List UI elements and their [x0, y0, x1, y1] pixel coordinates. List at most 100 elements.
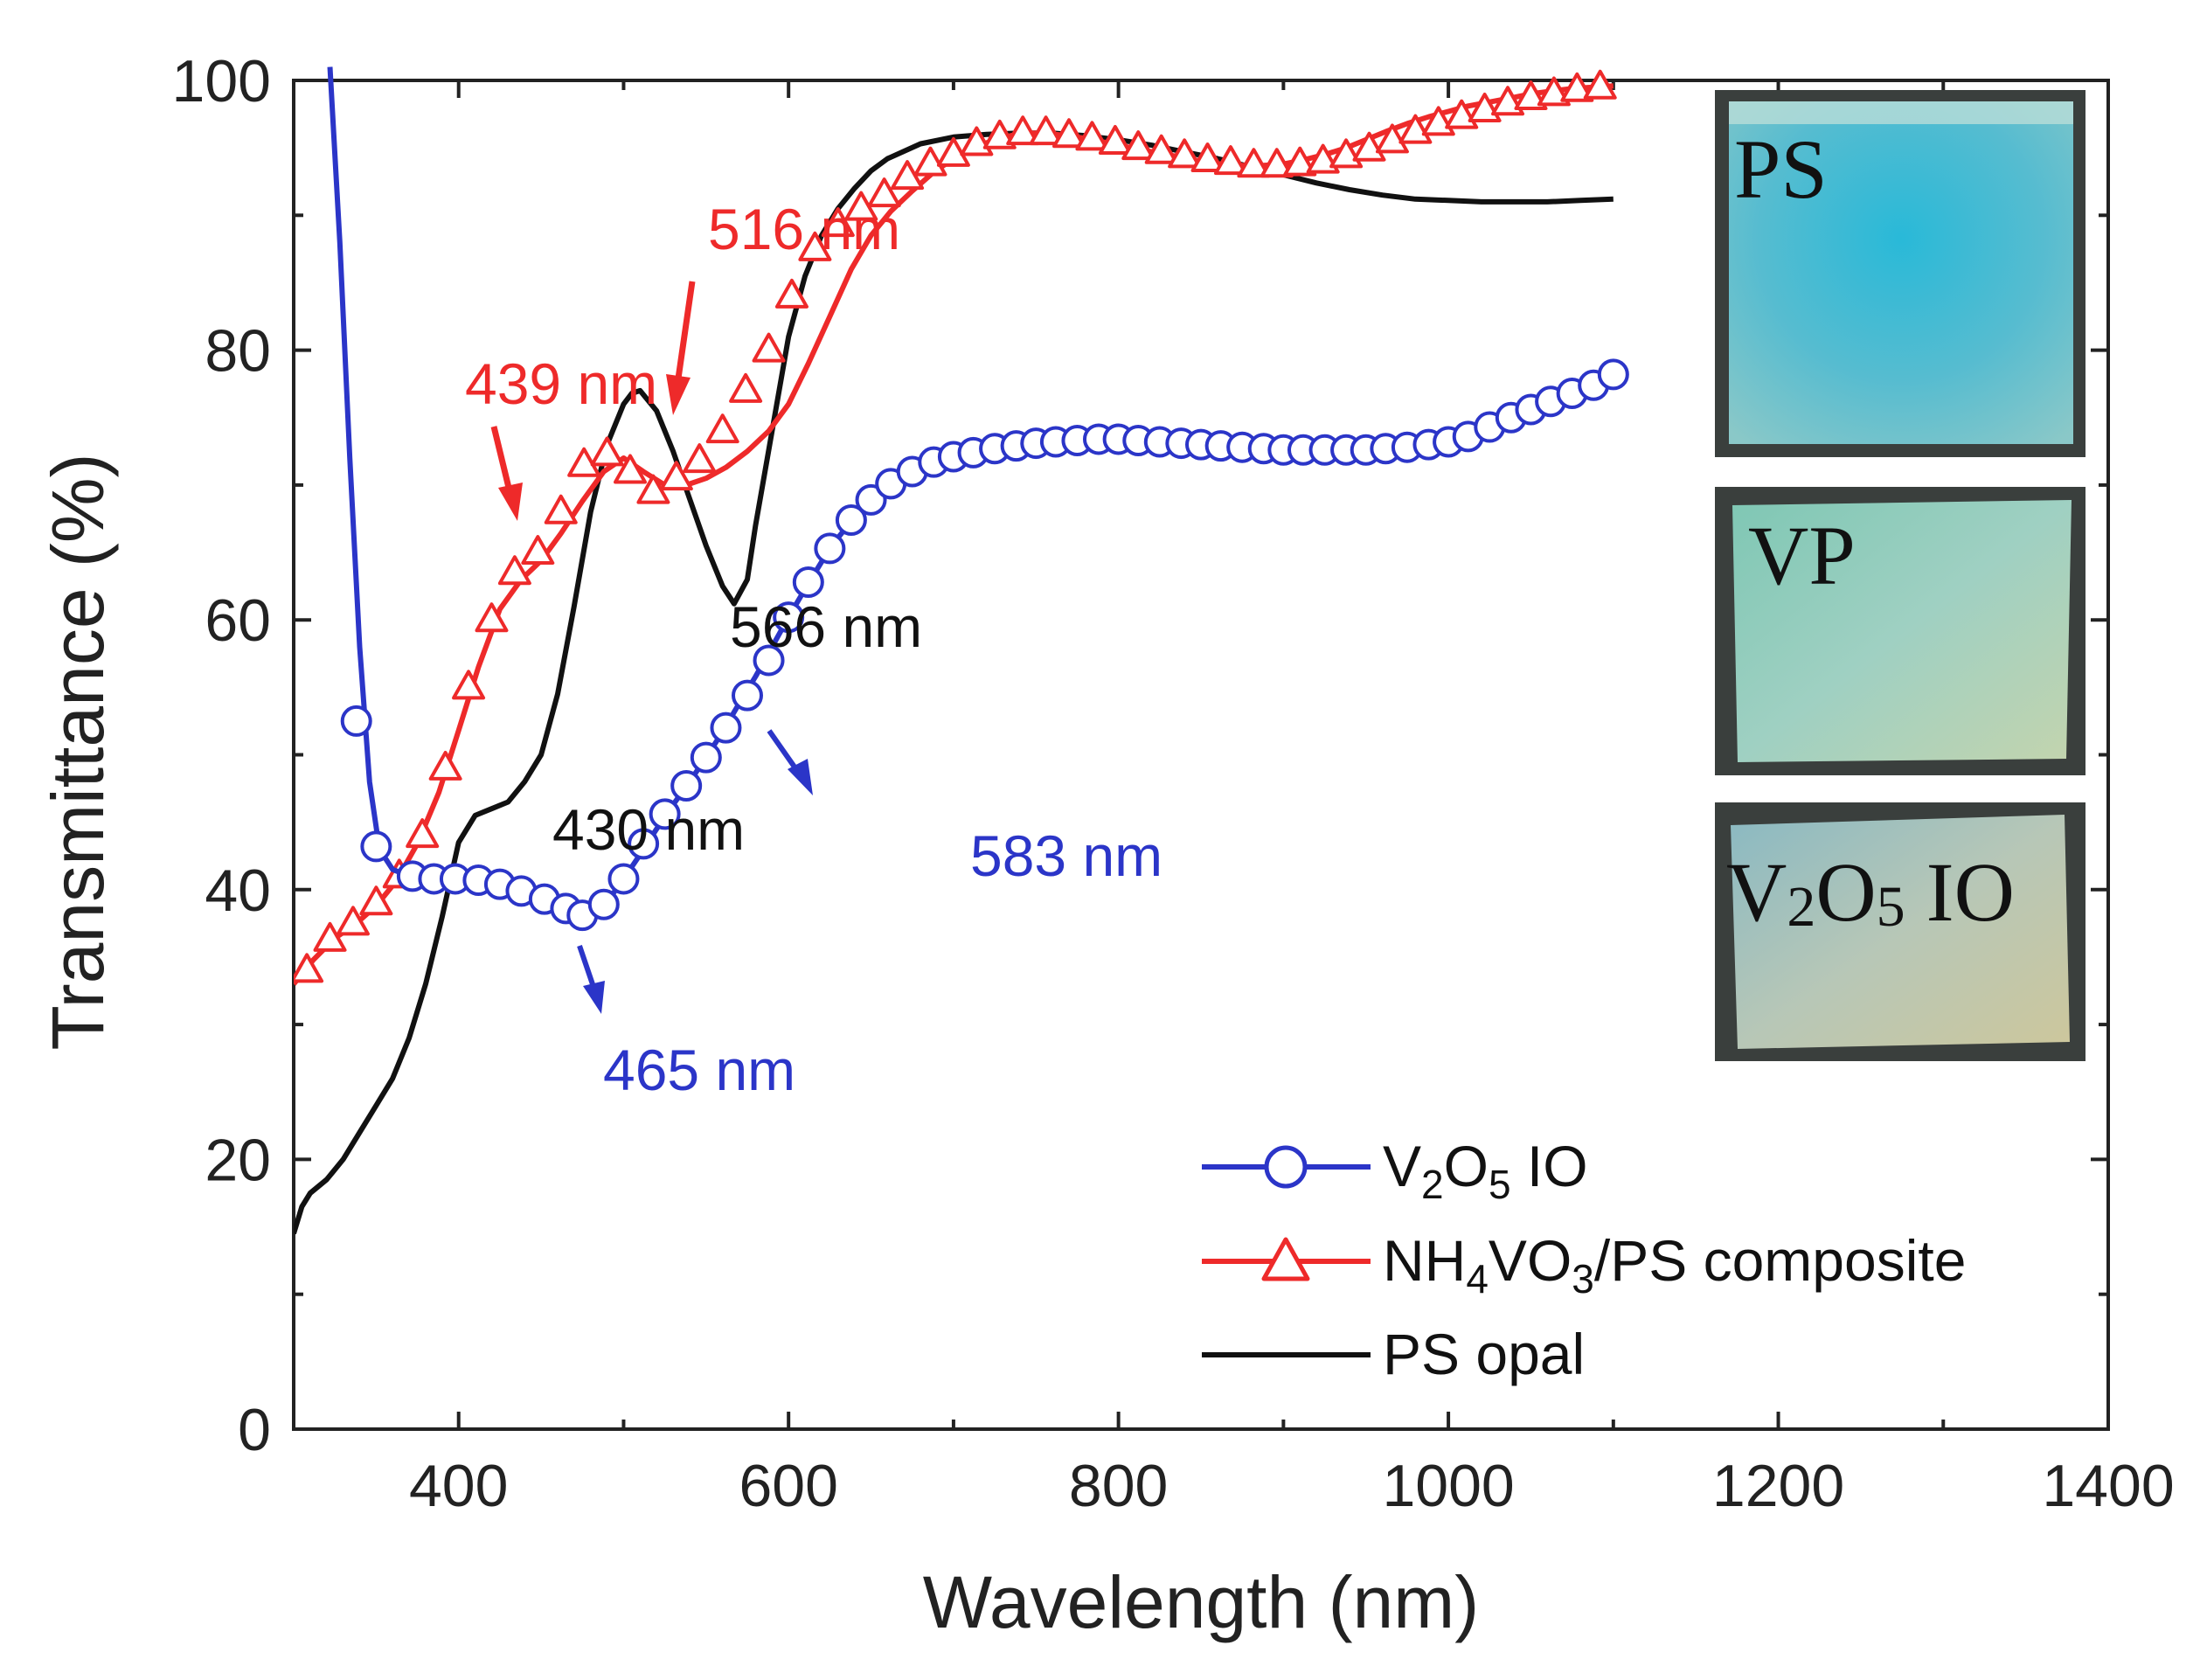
- data-point-nh4vo3-ps-composite: [567, 447, 601, 477]
- data-point-nh4vo3-ps-composite: [614, 454, 648, 484]
- data-point-nh4vo3-ps-composite: [1006, 115, 1040, 146]
- legend-item-nh4vo3-ps-composite: NH4VO3/PS composite: [1202, 1228, 1966, 1302]
- inset-label-vp: VP: [1748, 509, 1856, 602]
- data-point-nh4vo3-ps-composite: [659, 461, 693, 491]
- data-point-nh4vo3-ps-composite: [1283, 146, 1317, 177]
- data-point-v2o5-io: [340, 705, 372, 737]
- data-point-v2o5-io: [587, 888, 620, 920]
- annotation-516nm: 516 nm: [708, 197, 900, 261]
- y-tick-label-80: 80: [205, 318, 271, 385]
- data-point-v2o5-io: [835, 504, 867, 537]
- data-point-v2o5-io: [649, 798, 681, 830]
- inset-label-ps: PS: [1734, 122, 1828, 216]
- inset-photo-vp: VP: [1715, 487, 2085, 775]
- data-point-v2o5-io: [1597, 358, 1629, 391]
- y-tick-label-20: 20: [205, 1127, 271, 1193]
- series-ps-opal: [294, 130, 1614, 1235]
- data-point-nh4vo3-ps-composite: [1075, 121, 1109, 151]
- data-point-nh4vo3-ps-composite: [590, 436, 624, 467]
- data-point-v2o5-io: [628, 828, 660, 860]
- data-point-nh4vo3-ps-composite: [497, 555, 531, 586]
- data-point-nh4vo3-ps-composite: [821, 207, 855, 238]
- data-point-nh4vo3-ps-composite: [1144, 134, 1178, 164]
- data-point-nh4vo3-ps-composite: [798, 231, 832, 261]
- data-point-nh4vo3-ps-composite: [544, 494, 578, 524]
- data-point-nh4vo3-ps-composite: [294, 953, 324, 983]
- data-point-nh4vo3-ps-composite: [1121, 130, 1156, 161]
- data-point-v2o5-io: [753, 644, 785, 677]
- series-line-nh4vo3-ps-composite: [294, 83, 1614, 986]
- data-point-nh4vo3-ps-composite: [683, 443, 717, 474]
- data-point-v2o5-io: [732, 679, 763, 712]
- data-point-nh4vo3-ps-composite: [1375, 123, 1409, 154]
- data-point-v2o5-io: [855, 483, 887, 516]
- y-tick-label-40: 40: [205, 857, 271, 924]
- series-layer: [294, 66, 1629, 1235]
- data-point-nh4vo3-ps-composite: [521, 535, 555, 566]
- data-point-nh4vo3-ps-composite: [936, 136, 970, 167]
- annotation-430nm: 430 nm: [552, 797, 745, 862]
- series-line-v2o5-io: [327, 66, 1615, 920]
- data-point-nh4vo3-ps-composite: [729, 372, 763, 403]
- legend-label-ps-opal: PS opal: [1383, 1322, 1585, 1386]
- annotation-465nm: 465 nm: [603, 1038, 795, 1102]
- annotation-arrows: [490, 281, 813, 1014]
- data-point-nh4vo3-ps-composite: [1260, 148, 1294, 178]
- axis-ticks: [292, 79, 2110, 1431]
- data-point-nh4vo3-ps-composite: [475, 602, 509, 633]
- x-axis-title: Wavelength (nm): [923, 1561, 1479, 1643]
- data-point-nh4vo3-ps-composite: [1514, 80, 1548, 111]
- inset-label-v2o5-io: V2O5 IO: [1726, 845, 2015, 939]
- data-point-nh4vo3-ps-composite: [1237, 148, 1271, 178]
- data-point-v2o5-io: [607, 863, 640, 895]
- y-tick-labels: 0 20 40 60 80 100: [172, 48, 271, 1463]
- data-point-nh4vo3-ps-composite: [752, 332, 786, 363]
- legend-item-v2o5-io: V2O5 IO: [1202, 1134, 1588, 1207]
- data-point-nh4vo3-ps-composite: [359, 885, 393, 916]
- data-point-nh4vo3-ps-composite: [406, 818, 440, 849]
- data-point-nh4vo3-ps-composite: [705, 413, 739, 444]
- series-line-ps-opal: [294, 130, 1614, 1235]
- data-point-nh4vo3-ps-composite: [982, 119, 1017, 149]
- data-point-nh4vo3-ps-composite: [1052, 118, 1086, 149]
- data-point-v2o5-io: [670, 769, 703, 802]
- series-v2o5-io: [327, 66, 1629, 932]
- data-point-v2o5-io: [792, 566, 824, 598]
- data-point-nh4vo3-ps-composite: [1190, 142, 1225, 173]
- x-tick-label-1200: 1200: [1712, 1453, 1844, 1519]
- data-point-nh4vo3-ps-composite: [774, 278, 809, 309]
- arrow-439: [490, 426, 523, 521]
- arrow-583: [767, 729, 813, 795]
- x-tick-label-1000: 1000: [1382, 1453, 1514, 1519]
- arrow-465: [577, 945, 605, 1014]
- legend-label-v2o5-io: V2O5 IO: [1383, 1134, 1588, 1207]
- data-point-nh4vo3-ps-composite: [1213, 145, 1247, 176]
- x-tick-labels: 400 600 800 1000 1200 1400: [409, 1453, 2175, 1519]
- x-tick-label-600: 600: [739, 1453, 837, 1519]
- data-point-nh4vo3-ps-composite: [336, 906, 370, 936]
- inset-photo-v2o5: V2O5 IO: [1715, 802, 2085, 1061]
- inset-photo-ps: PS: [1715, 90, 2085, 457]
- data-point-nh4vo3-ps-composite: [452, 670, 486, 700]
- legend-label-nh4vo3-ps-composite: NH4VO3/PS composite: [1383, 1228, 1966, 1302]
- data-point-nh4vo3-ps-composite: [1168, 138, 1202, 169]
- x-tick-label-1400: 1400: [2042, 1453, 2174, 1519]
- data-point-v2o5-io: [773, 601, 805, 634]
- annotation-439nm: 439 nm: [465, 351, 657, 416]
- y-axis-title: Transmittance (%): [37, 453, 119, 1050]
- data-point-nh4vo3-ps-composite: [428, 750, 462, 781]
- data-point-nh4vo3-ps-composite: [1583, 69, 1617, 100]
- data-point-nh4vo3-ps-composite: [1029, 115, 1063, 146]
- data-point-nh4vo3-ps-composite: [1560, 72, 1594, 102]
- data-point-nh4vo3-ps-composite: [313, 921, 347, 952]
- data-point-v2o5-io: [814, 532, 846, 565]
- data-point-v2o5-io: [710, 712, 742, 744]
- annotation-labels: 516 nm 439 nm 566 nm 430 nm 583 nm 465 n…: [465, 197, 1162, 1102]
- data-point-v2o5-io: [360, 830, 392, 863]
- data-point-nh4vo3-ps-composite: [867, 177, 901, 208]
- data-point-nh4vo3-ps-composite: [913, 146, 947, 177]
- y-tick-label-0: 0: [238, 1397, 271, 1463]
- x-tick-label-400: 400: [409, 1453, 508, 1519]
- arrow-516: [666, 281, 696, 415]
